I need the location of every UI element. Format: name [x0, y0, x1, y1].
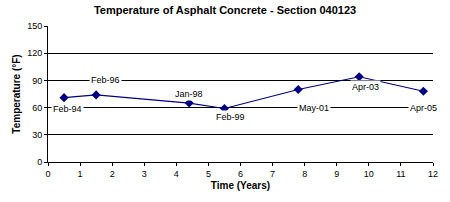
svg-text:Temperature (°F): Temperature (°F): [11, 54, 22, 133]
svg-text:0: 0: [37, 157, 42, 167]
svg-text:120: 120: [27, 48, 42, 58]
svg-text:2: 2: [110, 169, 115, 179]
svg-text:30: 30: [32, 130, 42, 140]
svg-text:Feb-99: Feb-99: [216, 112, 245, 122]
svg-text:11: 11: [396, 169, 405, 179]
svg-text:8: 8: [302, 169, 307, 179]
svg-text:90: 90: [32, 76, 42, 86]
svg-text:60: 60: [32, 103, 42, 113]
svg-text:9: 9: [334, 169, 339, 179]
svg-text:5: 5: [206, 169, 211, 179]
svg-text:Apr-05: Apr-05: [410, 103, 437, 113]
svg-text:Time (Years): Time (Years): [211, 180, 270, 191]
svg-text:Jan-98: Jan-98: [175, 89, 203, 99]
svg-text:4: 4: [174, 169, 179, 179]
svg-text:0: 0: [45, 169, 50, 179]
svg-text:Feb-96: Feb-96: [91, 75, 120, 85]
svg-text:May-01: May-01: [299, 103, 329, 113]
svg-text:7: 7: [270, 169, 275, 179]
svg-text:Feb-94: Feb-94: [53, 104, 82, 114]
svg-text:150: 150: [27, 21, 42, 31]
svg-text:12: 12: [428, 169, 438, 179]
svg-text:Temperature of Asphalt Concret: Temperature of Asphalt Concrete - Sectio…: [94, 4, 356, 16]
svg-text:10: 10: [364, 169, 374, 179]
svg-text:6: 6: [238, 169, 243, 179]
svg-text:1: 1: [78, 169, 83, 179]
svg-text:Apr-03: Apr-03: [352, 82, 379, 92]
svg-text:3: 3: [142, 169, 147, 179]
